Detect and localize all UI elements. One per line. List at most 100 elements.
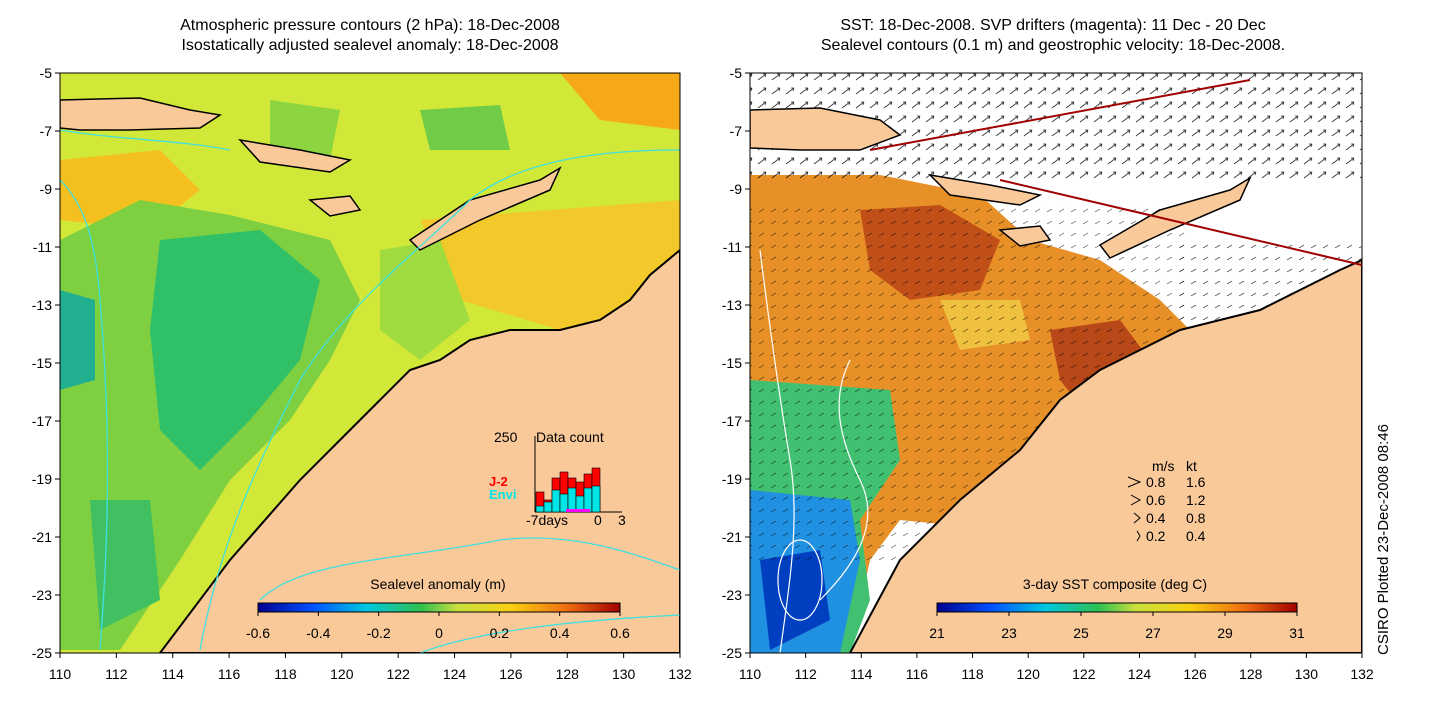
sla-high-east (420, 200, 680, 330)
x-axis-tick-label: 128 (556, 666, 580, 682)
x-axis-tick-label: 118 (274, 666, 297, 682)
pressure-contour (60, 129, 231, 151)
velocity-legend-kt: 0.8 (1186, 510, 1206, 526)
data-count-inset: 250 Data count J-2 Envi -7days 0 3 (489, 429, 626, 528)
sst-colorbar-label: 3-day SST composite (deg C) (1023, 576, 1207, 592)
sst-colorbar-tick-label: 25 (1073, 625, 1089, 641)
sla-colorbar-tick-label: -0.2 (367, 625, 391, 641)
sst-colorbar-tick-label: 29 (1217, 625, 1233, 641)
java-bali-land (60, 97, 223, 131)
x-axis-tick-label: 114 (162, 666, 185, 682)
velocity-legend-arrow (1130, 494, 1142, 506)
x-axis-tick-label: 120 (330, 666, 354, 682)
sla-low-west-edge (60, 290, 95, 390)
y-axis-tick-label: -7 (40, 123, 53, 139)
y-axis-tick-label: -17 (722, 413, 742, 429)
x-axis-tick-label: 112 (105, 666, 128, 682)
y-axis-tick-label: -7 (730, 123, 743, 139)
velocity-legend: m/s kt 0.8 1.6 0.6 1.2 0.4 0.8 0.2 0.4 (1127, 458, 1206, 544)
left-map-title: Atmospheric pressure contours (2 hPa): 1… (60, 16, 680, 56)
velocity-legend-rows: 0.8 1.6 0.6 1.2 0.4 0.8 0.2 0.4 (1127, 474, 1206, 544)
velocity-legend-ms: 0.6 (1146, 492, 1166, 508)
inset-x-label-start: -7days (526, 512, 568, 528)
x-axis-tick-label: 124 (443, 666, 467, 682)
sst-colorbar-ticks: 21 23 25 27 29 31 (929, 612, 1305, 641)
left-title-line-1: Atmospheric pressure contours (2 hPa): 1… (180, 17, 560, 34)
sla-low-banda (420, 105, 510, 150)
pressure-contour (419, 614, 680, 653)
velocity-legend-header-kt: kt (1186, 458, 1197, 474)
x-axis-tick-label: 116 (906, 666, 929, 682)
inset-bars (535, 467, 601, 513)
x-axis-tick-label: 128 (1239, 666, 1263, 682)
sst-colorbar-tick-label: 21 (929, 625, 945, 641)
x-axis-tick-label: 124 (1128, 666, 1152, 682)
sst-colorbar-tick-label: 31 (1289, 625, 1305, 641)
timor-land (408, 166, 562, 251)
inset-bar-envi (551, 489, 561, 513)
sealevel-contour (819, 359, 869, 601)
right-map (750, 73, 1362, 653)
x-axis-tick-label: 122 (387, 666, 411, 682)
sla-colorbar-tick-label: 0 (435, 625, 443, 641)
inset-bar-envi (583, 487, 593, 513)
altimeter-track (869, 79, 1251, 151)
sealevel-contour (777, 539, 823, 621)
nusa-tenggara-land (237, 138, 353, 173)
x-axis-tick-label: 110 (739, 666, 762, 682)
sealevel-contour (759, 249, 795, 653)
pressure-contour (60, 179, 109, 651)
right-title-line-2: Sealevel contours (0.1 m) and geostrophi… (820, 37, 1286, 54)
inset-series-j2: J-2 (489, 474, 508, 489)
velocity-legend-ms: 0.4 (1146, 510, 1166, 526)
x-axis-tick-label: 112 (794, 666, 817, 682)
x-axis-tick-label: 130 (612, 666, 636, 682)
pressure-contour (199, 149, 680, 651)
x-axis-tick-label: 122 (1072, 666, 1096, 682)
x-axis-tick-label: 130 (1295, 666, 1319, 682)
y-axis-tick-label: -13 (722, 297, 742, 313)
altimeter-track (999, 179, 1362, 266)
sst-colorbar-tick-label: 23 (1001, 625, 1017, 641)
inset-bar-envi (543, 501, 553, 513)
sst-cold-core (760, 550, 830, 650)
x-axis-tick-label: 132 (668, 666, 692, 682)
y-axis-tick-label: -23 (722, 587, 742, 603)
x-axis-tick-label: 116 (218, 666, 241, 682)
inset-title: Data count (536, 429, 604, 445)
sla-high-northeast (560, 73, 680, 130)
x-axis-tick-label: 132 (1350, 666, 1374, 682)
y-axis-tick-label: -21 (32, 529, 52, 545)
y-axis-tick-label: -25 (32, 645, 52, 661)
velocity-legend-kt: 1.2 (1186, 492, 1206, 508)
sla-low-north (270, 100, 340, 160)
y-axis-tick-label: -5 (40, 65, 53, 81)
y-axis-tick-label: -9 (730, 181, 743, 197)
x-axis-tick-label: 126 (1183, 666, 1207, 682)
inset-x-label-zero: 0 (594, 512, 602, 528)
sla-colorbar-ticks: -0.6 -0.4 -0.2 0 0.2 0.4 0.6 (246, 612, 630, 641)
sla-colorbar-tick-label: 0.2 (490, 625, 510, 641)
inset-drifter-marker (566, 509, 590, 512)
sla-colorbar (257, 602, 621, 613)
pressure-contour (259, 537, 680, 601)
velocity-legend-arrow (1127, 476, 1142, 488)
australia-land (158, 248, 680, 653)
sumba-land (308, 195, 362, 217)
java-bali-land (750, 107, 902, 151)
y-axis-tick-label: -19 (722, 471, 742, 487)
sla-north-sea (60, 73, 560, 150)
velocity-legend-ms: 0.8 (1146, 474, 1166, 490)
y-axis-tick-label: -25 (722, 645, 742, 661)
velocity-legend-header-ms: m/s (1152, 458, 1175, 474)
y-axis-tick-label: -13 (32, 297, 52, 313)
left-title-line-2: Isostatically adjusted sealevel anomaly:… (181, 37, 559, 54)
x-axis-tick-label: 118 (961, 666, 984, 682)
velocity-legend-arrow (1136, 530, 1141, 542)
velocity-legend-arrow (1133, 512, 1141, 524)
right-map-title: SST: 18-Dec-2008. SVP drifters (magenta)… (738, 16, 1368, 56)
map-axes: -5 -7 -9 -11 -13 -15 -17 -19 -21 -23 -25 110 112 114 1… (32, 65, 1374, 682)
right-title-line-1: SST: 18-Dec-2008. SVP drifters (magenta)… (840, 17, 1266, 34)
left-map (60, 73, 680, 653)
